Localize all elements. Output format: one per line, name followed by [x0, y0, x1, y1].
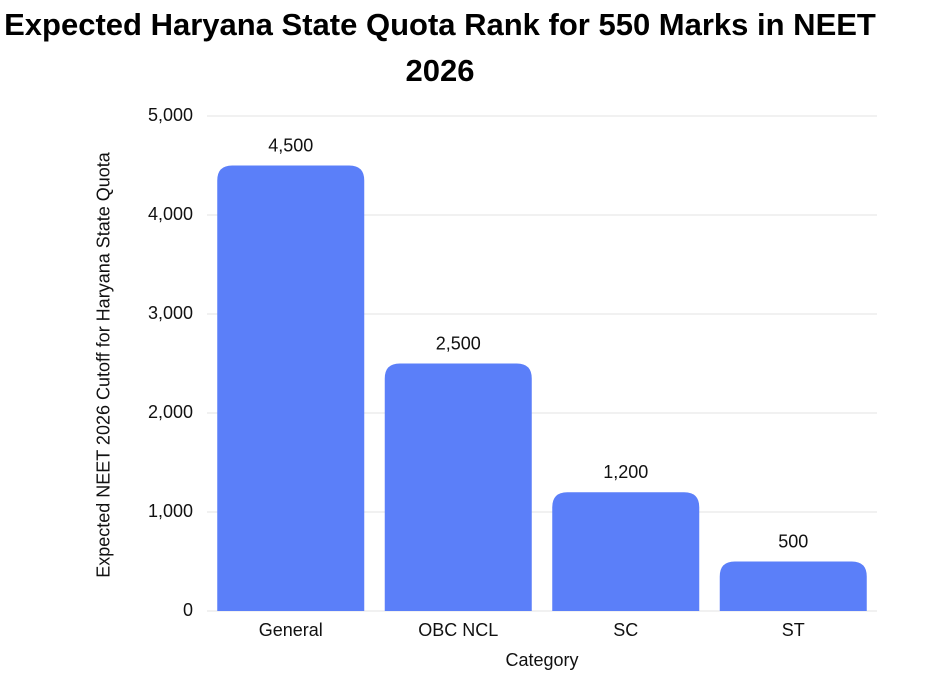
bar	[217, 165, 365, 611]
y-tick-label: 5,000	[148, 105, 193, 125]
bar	[719, 561, 867, 611]
y-tick-label: 1,000	[148, 501, 193, 521]
y-tick-label: 2,000	[148, 402, 193, 422]
x-tick-label: OBC NCL	[418, 620, 498, 640]
y-tick-label: 0	[183, 600, 193, 620]
value-label: 2,500	[436, 333, 481, 353]
chart-title: Expected Haryana State Quota Rank for 55…	[4, 7, 876, 88]
bar	[384, 363, 532, 611]
y-tick-label: 4,000	[148, 204, 193, 224]
x-tick-label: General	[259, 620, 323, 640]
bar	[552, 492, 700, 611]
x-tick-label: SC	[613, 620, 638, 640]
value-label: 500	[778, 531, 808, 551]
y-tick-label: 3,000	[148, 303, 193, 323]
value-label: 4,500	[268, 135, 313, 155]
x-tick-label: ST	[782, 620, 805, 640]
x-axis-title: Category	[505, 650, 578, 670]
value-label: 1,200	[603, 462, 648, 482]
